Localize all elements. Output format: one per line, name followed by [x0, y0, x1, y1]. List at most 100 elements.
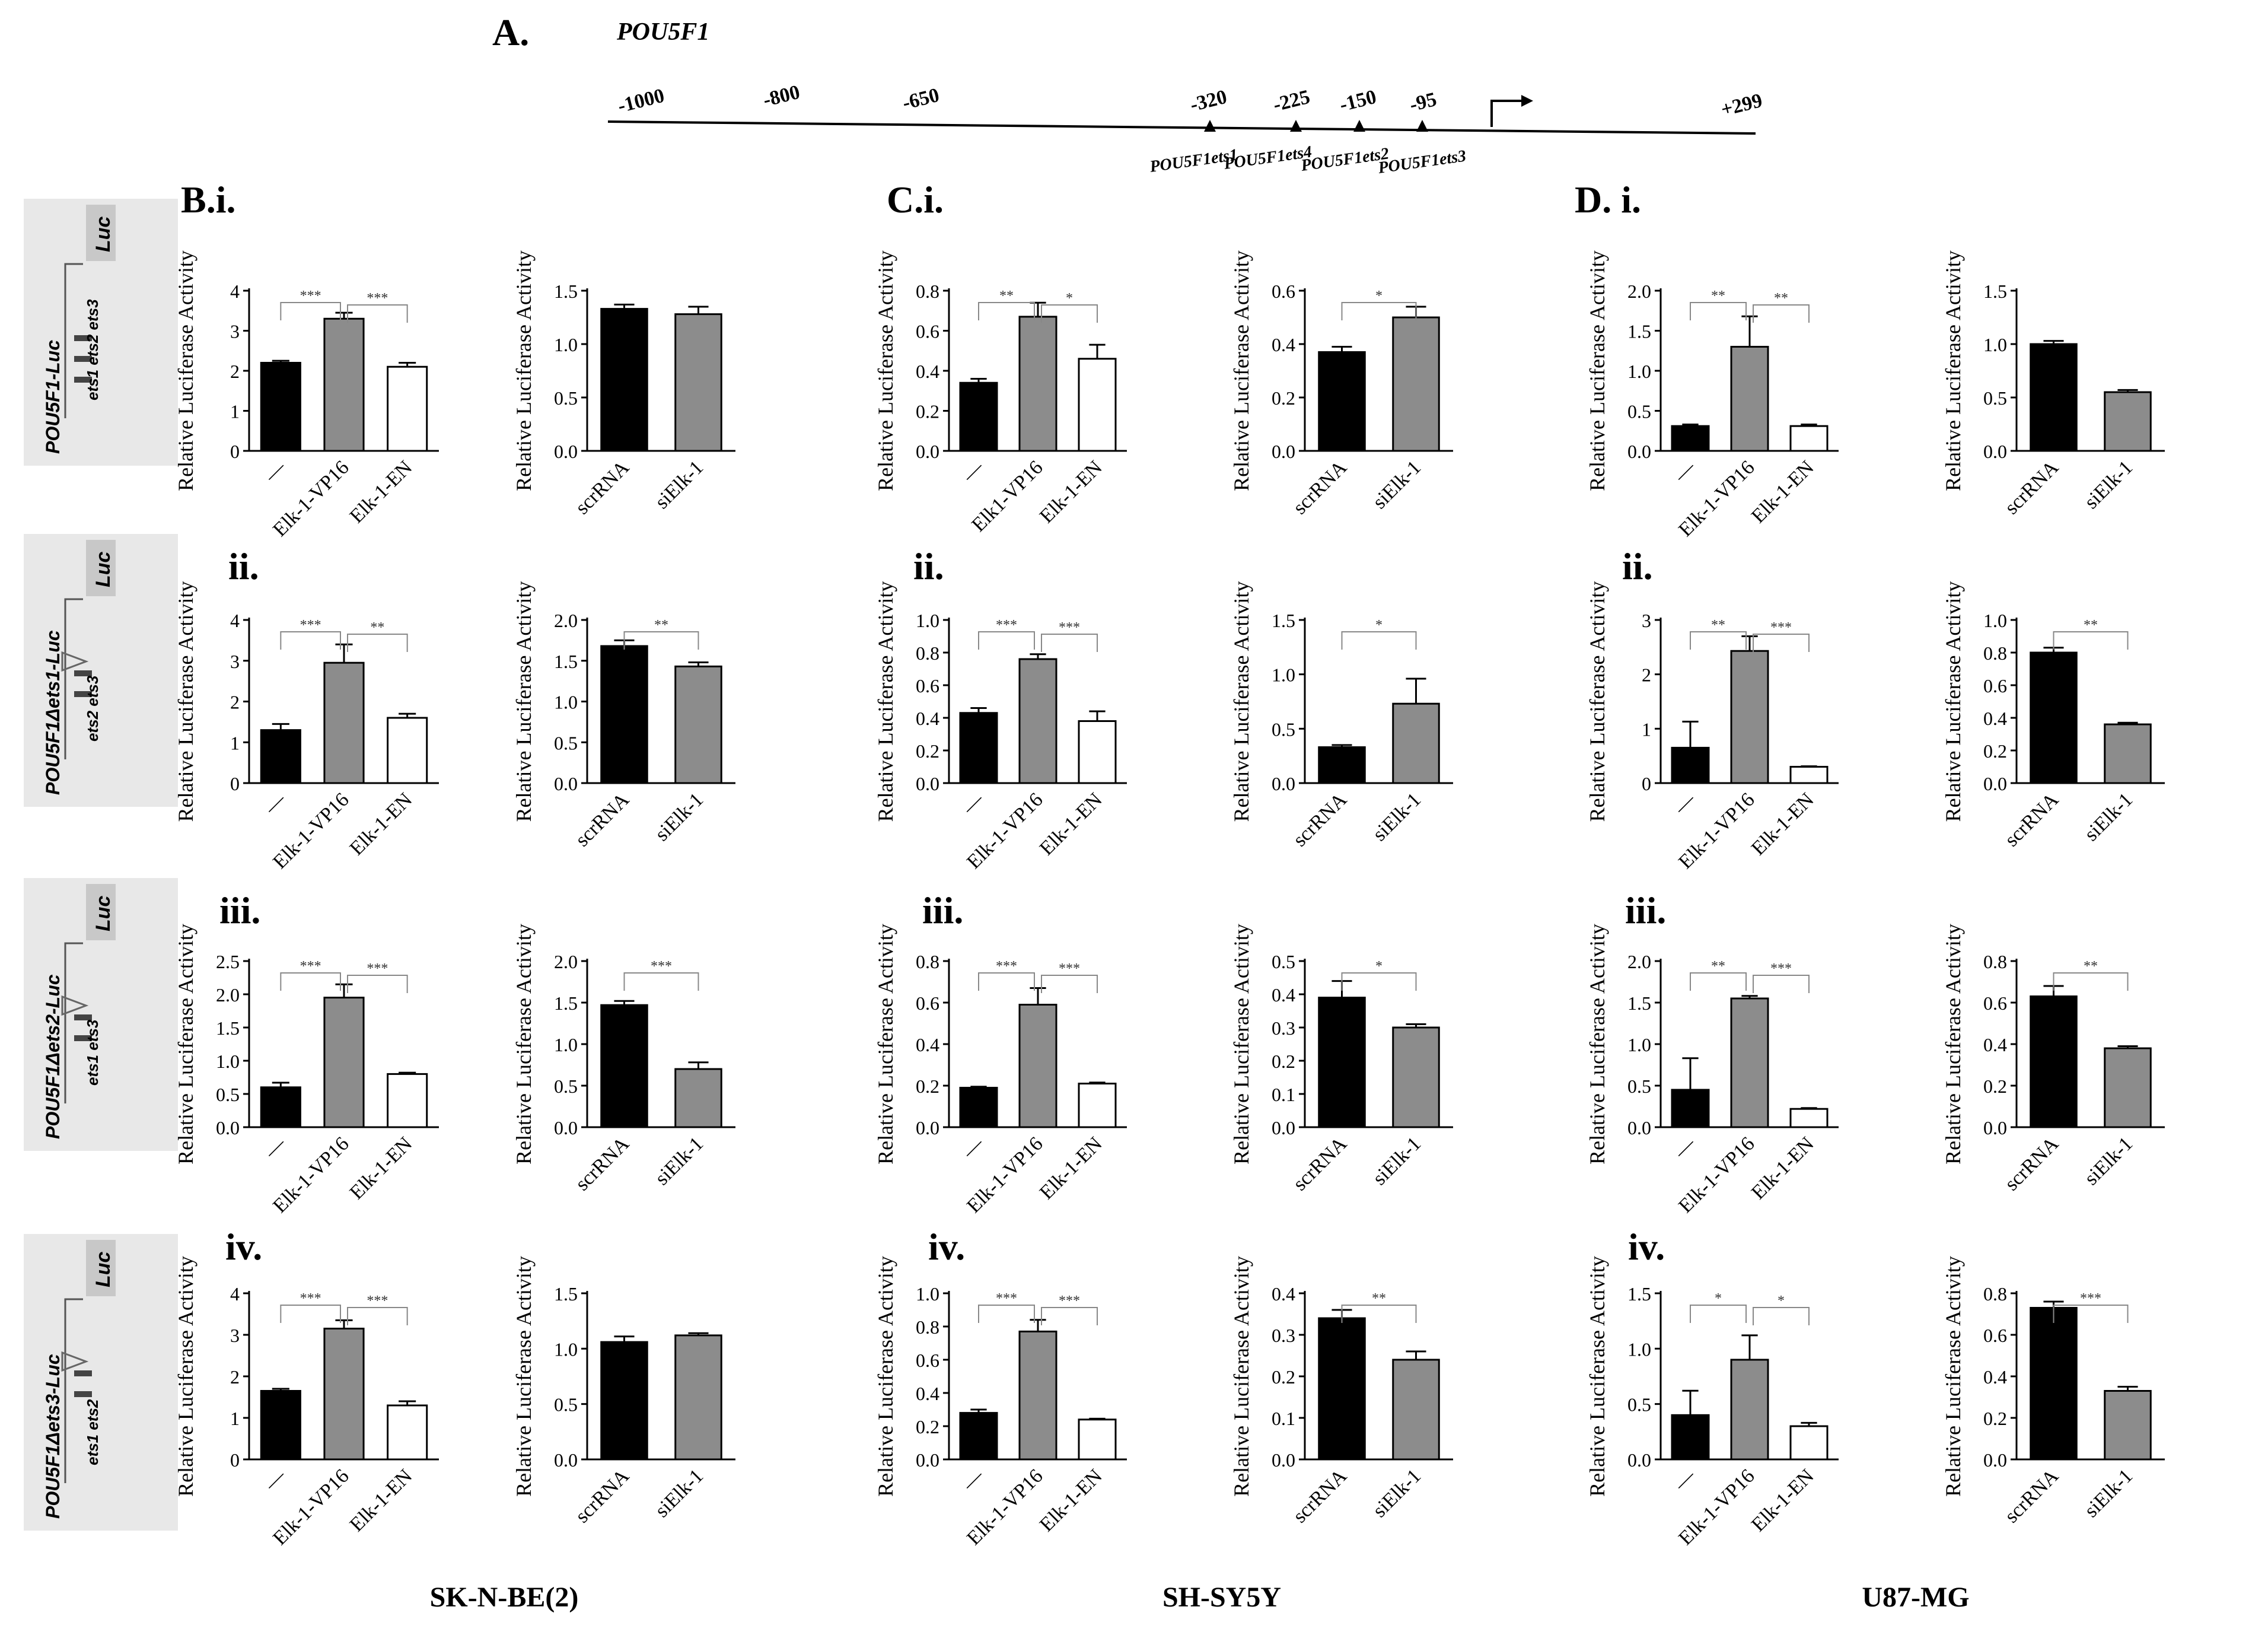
significance-bracket [978, 972, 1035, 991]
significance-label: *** [2080, 1291, 2101, 1306]
y-tick-label: 0.3 [1272, 1017, 1295, 1039]
y-tick-label: 0.6 [1272, 281, 1295, 302]
bar-chart: 0.0 0.2 0.4 0.6 0.8 Relative Luciferase Activ… [874, 924, 1127, 1217]
y-tick-label: 2.0 [216, 984, 240, 1006]
y-tick-label: 0.0 [916, 1117, 939, 1138]
bar [1018, 1004, 1057, 1128]
significance-bracket [978, 631, 1035, 650]
significance-label: ** [1711, 288, 1725, 304]
y-tick-label: 0.4 [1983, 708, 2007, 729]
category-label: Elk-1-EN [1747, 788, 1818, 860]
ets-site-marker [1353, 120, 1365, 132]
y-tick-label: 0.5 [1627, 1076, 1651, 1097]
category-label: siElk-1 [2081, 1133, 2138, 1189]
bar [387, 1404, 428, 1461]
category-label: siElk-1 [2081, 456, 2138, 513]
bar [1789, 766, 1829, 784]
significance-label: *** [300, 288, 321, 304]
category-label: siElk-1 [651, 788, 708, 845]
column-label-d: D. i. [1575, 179, 1641, 221]
category-label: Elk-1-EN [1036, 1465, 1107, 1536]
bar [1789, 1108, 1829, 1128]
y-axis-label: Relative Luciferase Activity [874, 1256, 897, 1497]
y-tick-label: 0.2 [1983, 1408, 2007, 1429]
y-tick-label: 0.8 [1983, 1283, 2007, 1305]
significance-bracket [623, 631, 699, 650]
category-label: — [1670, 1465, 1700, 1496]
y-tick-label: 0.6 [1983, 1325, 2007, 1346]
y-axis-label: Relative Luciferase Activity [874, 250, 897, 491]
y-tick-label: 0.0 [1272, 773, 1295, 794]
significance-label: *** [300, 1291, 321, 1306]
significance-label: * [1778, 1293, 1785, 1309]
y-tick-label: 0.0 [216, 1117, 240, 1138]
category-label: — [260, 788, 291, 819]
bar [1671, 746, 1710, 784]
significance-bracket [1690, 302, 1747, 320]
category-label: Elk-1-EN [346, 788, 417, 860]
y-tick-label: 3 [230, 651, 240, 672]
y-tick-label: 0.4 [916, 1383, 939, 1404]
y-axis-label: Relative Luciferase Activity [1229, 1256, 1253, 1497]
significance-bracket [1041, 975, 1098, 993]
y-tick-label: 0.4 [916, 708, 939, 729]
bar [1730, 346, 1769, 452]
significance-label: * [1375, 618, 1383, 633]
bar [260, 1086, 301, 1128]
bar [2104, 723, 2152, 784]
bar [959, 381, 998, 452]
ets-site-box [74, 1035, 92, 1041]
cell-line-label: SK-N-BE(2) [429, 1582, 579, 1613]
bar [1078, 358, 1117, 452]
y-tick-label: 0.8 [916, 1316, 939, 1338]
y-tick-label: 2.0 [1627, 281, 1651, 302]
significance-bracket [1041, 1307, 1098, 1325]
bar [674, 665, 722, 784]
bar [2104, 1047, 2152, 1128]
y-tick-label: 0.2 [1272, 387, 1295, 409]
significance-bracket [1341, 302, 1417, 320]
category-label: siElk-1 [1369, 1465, 1426, 1522]
y-tick-label: 1.0 [1627, 1034, 1651, 1055]
y-tick-label: 1.5 [1627, 321, 1651, 342]
significance-bracket [1753, 975, 1810, 993]
significance-bracket [1341, 972, 1417, 991]
row-label-iv: iv. [225, 1226, 263, 1268]
bar [1392, 1359, 1440, 1461]
bar [1789, 425, 1829, 452]
significance-label: ** [1711, 959, 1725, 974]
category-label: siElk-1 [2081, 1465, 2138, 1522]
significance-bracket [280, 972, 341, 991]
category-label: scrRNA [571, 1465, 633, 1527]
y-tick-label: 4 [230, 281, 240, 302]
category-label: Elk-1-EN [1036, 1133, 1107, 1204]
y-tick-label: 1.5 [1272, 610, 1295, 631]
y-tick-label: 0.2 [916, 401, 939, 422]
significance-bracket [1341, 1305, 1417, 1323]
bar [674, 1334, 722, 1461]
y-tick-label: 0.0 [1983, 1449, 2007, 1471]
y-tick-label: 0.5 [1627, 1394, 1651, 1415]
significance-label: * [1066, 291, 1073, 306]
y-tick-label: 3 [1642, 610, 1651, 631]
significance-bracket [1753, 1307, 1810, 1325]
bar-chart: 0.0 0.2 0.4 0.6 0.8 1.0 Relative Luciferase Ac… [874, 1256, 1127, 1550]
category-label: Elk-1-EN [346, 456, 417, 527]
y-tick-label: 0.5 [1627, 401, 1651, 422]
tss-arrow-icon [1490, 100, 1521, 127]
y-tick-label: 0.0 [554, 441, 578, 462]
y-tick-label: 0.0 [1983, 773, 2007, 794]
bar-chart: 0.0 0.5 1.0 1.5 Relative Luciferase Activity… [1941, 250, 2165, 519]
row-label-ii: ii. [228, 545, 259, 587]
row-label-iv: iv. [928, 1226, 966, 1268]
significance-bracket [347, 304, 408, 323]
y-tick-label: 0.6 [916, 993, 939, 1014]
y-axis-label: Relative Luciferase Activity [1229, 924, 1253, 1165]
y-axis-label: Relative Luciferase Activity [174, 250, 198, 491]
y-tick-label: 0.5 [216, 1084, 240, 1105]
significance-label: ** [1711, 618, 1725, 633]
luc-box [86, 1240, 116, 1296]
luc-label: Luc [92, 551, 114, 587]
bar-chart: 0.0 0.5 1.0 1.5 2.0 Relative Luciferase Activ… [512, 581, 735, 851]
